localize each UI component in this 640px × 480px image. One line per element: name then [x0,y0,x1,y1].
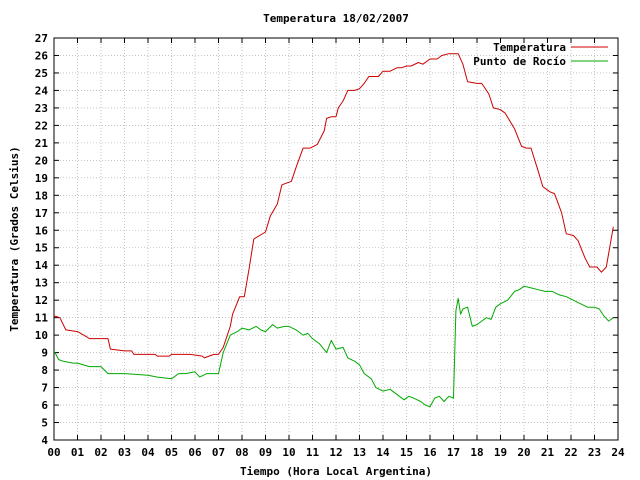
y-tick-label: 21 [35,137,49,150]
grid [54,38,618,440]
x-tick-label: 12 [329,446,342,459]
x-tick-label: 17 [447,446,460,459]
y-tick-label: 22 [35,119,48,132]
y-tick-label: 7 [41,382,48,395]
y-tick-label: 12 [35,294,48,307]
x-tick-label: 01 [71,446,85,459]
x-tick-label: 13 [353,446,366,459]
x-tick-label: 03 [118,446,131,459]
x-tick-label: 16 [423,446,437,459]
y-tick-label: 16 [35,224,49,237]
x-tick-label: 04 [141,446,155,459]
x-tick-label: 15 [400,446,413,459]
x-tick-label: 18 [470,446,483,459]
y-tick-label: 8 [41,364,48,377]
legend-label-punto-de-rocio: Punto de Rocío [473,55,566,68]
y-tick-label: 19 [35,172,48,185]
x-tick-label: 07 [212,446,225,459]
series-line-punto-de-rocio [53,285,614,408]
y-tick-label: 13 [35,277,48,290]
y-tick-label: 4 [41,434,48,447]
y-tick-label: 25 [35,67,48,80]
legend: Temperatura Punto de Rocío [473,41,608,68]
x-tick-label: 14 [376,446,390,459]
y-axis-title: Temperatura (Grados Celsius) [8,146,21,331]
y-tick-label: 17 [35,207,48,220]
y-tick-label: 14 [35,259,49,272]
series-line-temperatura [53,53,614,359]
y-tick-label: 6 [41,399,48,412]
x-tick-label: 20 [517,446,530,459]
y-tick-label: 26 [35,49,49,62]
x-tick-label: 24 [611,446,625,459]
y-tick-label: 27 [35,32,48,45]
x-tick-label: 23 [588,446,601,459]
x-tick-label: 00 [47,446,60,459]
x-tick-label: 22 [564,446,577,459]
x-tick-label: 21 [541,446,555,459]
y-tick-label: 23 [35,102,48,115]
x-tick-label: 06 [188,446,202,459]
axis-ticks: 4 5 6 7 8 9 10 11 12 13 14 15 16 17 18 19 20 21 22 23 24 25 26… [35,32,625,459]
legend-label-temperatura: Temperatura [493,41,566,54]
y-tick-label: 15 [35,242,48,255]
y-tick-label: 10 [35,329,48,342]
x-tick-label: 02 [94,446,107,459]
y-tick-label: 11 [35,312,49,325]
y-tick-label: 9 [41,347,48,360]
y-tick-label: 24 [35,84,49,97]
x-tick-label: 09 [259,446,272,459]
series-lines [53,53,614,408]
x-tick-label: 08 [235,446,248,459]
chart-title: Temperatura 18/02/2007 [263,12,409,25]
x-tick-label: 19 [494,446,507,459]
x-tick-label: 11 [306,446,320,459]
y-tick-label: 5 [41,417,48,430]
x-axis-title: Tiempo (Hora Local Argentina) [240,465,432,478]
x-tick-label: 10 [282,446,295,459]
x-tick-label: 05 [165,446,178,459]
y-tick-label: 18 [35,189,48,202]
y-tick-label: 20 [35,154,48,167]
